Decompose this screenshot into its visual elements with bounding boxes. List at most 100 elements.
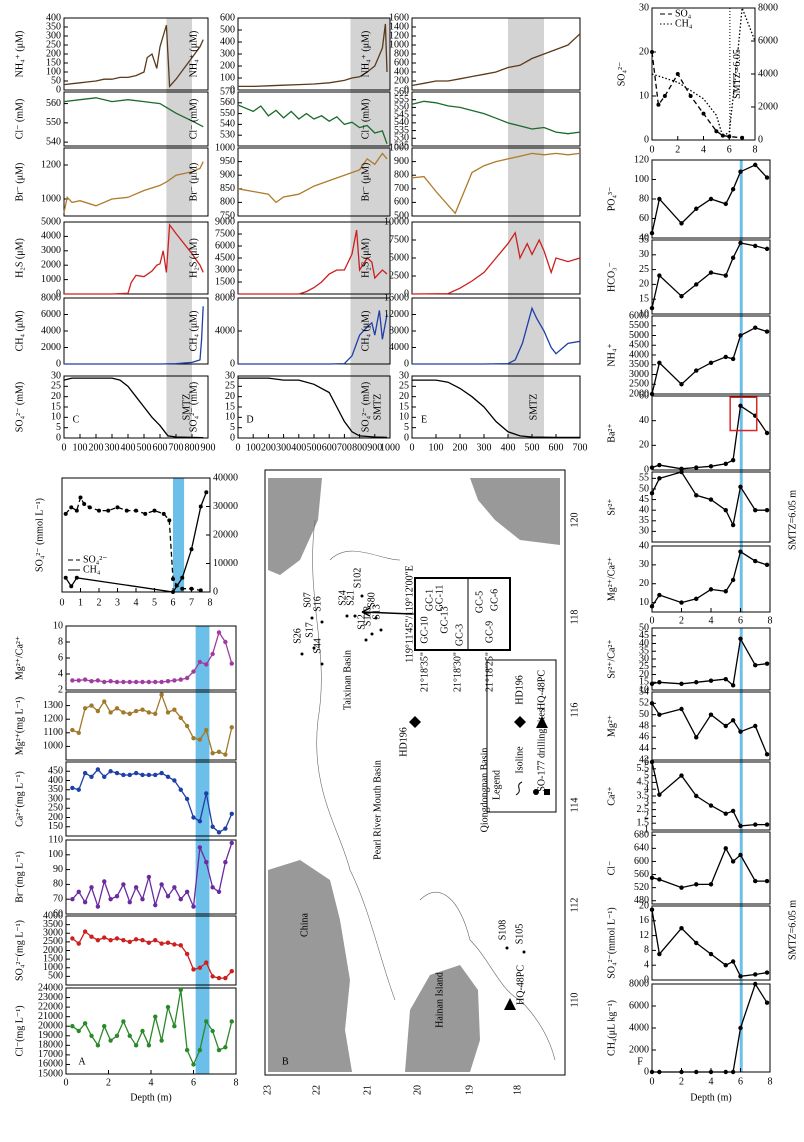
y-tick-label: 545: [394, 109, 409, 120]
y-tick-label: 7500: [389, 234, 409, 245]
data-point: [730, 859, 736, 864]
data-point: [197, 737, 203, 742]
data-point: [657, 476, 662, 481]
data-point: [723, 676, 728, 682]
y-tick-label: 5000: [41, 216, 61, 227]
y-tick-label: 10: [51, 412, 61, 423]
y-tick-label: 0: [644, 1066, 649, 1077]
data-point: [679, 466, 684, 471]
y-tick-label: 500: [48, 971, 63, 982]
data-line: [651, 550, 768, 607]
y-tick-label: 400: [220, 36, 235, 47]
data-point: [172, 885, 177, 890]
x-tick-label: 600: [322, 442, 337, 453]
data-point: [753, 972, 758, 977]
x-tick-label: 200: [261, 442, 276, 453]
site-label: S26: [292, 628, 303, 644]
data-point: [89, 885, 94, 890]
y-tick-label: 70: [53, 893, 63, 904]
x-tick-label: 700: [169, 442, 184, 453]
y-tick-label: 8: [644, 945, 649, 956]
data-point: [178, 943, 183, 948]
inset-site-label: GC-9: [484, 621, 495, 643]
data-point: [730, 255, 736, 260]
data-point: [675, 72, 680, 76]
data-point: [753, 723, 758, 729]
y-tick-label: 20: [639, 900, 649, 911]
data-point: [204, 1019, 209, 1024]
y-tick-label: 100: [634, 174, 649, 185]
y-tick-label: 700: [394, 183, 409, 194]
x-tick-label: 600: [549, 442, 564, 453]
y-tick-label: 6000: [215, 240, 235, 251]
data-point: [140, 679, 145, 685]
data-point: [723, 963, 728, 968]
site-label: S80: [366, 592, 377, 608]
data-point: [649, 875, 655, 881]
site-marker: [320, 620, 324, 624]
data-point: [229, 725, 234, 730]
data-point: [153, 772, 158, 778]
y-tick-label: 0: [230, 84, 235, 95]
data-point: [753, 243, 758, 249]
data-point: [140, 707, 145, 712]
inset-coord: 21°18'25": [484, 652, 495, 692]
site-marker: [300, 652, 304, 656]
data-point: [78, 495, 83, 500]
y-tick-label: 0: [404, 84, 409, 95]
x-tick-label: 4: [709, 615, 714, 626]
data-point: [730, 187, 736, 192]
y2-tick-label: 40000: [213, 472, 238, 483]
y-tick-label: 25: [51, 381, 61, 392]
data-point: [108, 897, 113, 902]
data-point: [694, 493, 699, 498]
y-tick-label: 1.5: [637, 817, 650, 828]
x-tick-label: 2: [679, 1076, 684, 1087]
y-axis-label: Mg²⁺/Ca²⁺: [14, 636, 25, 680]
panel-frame: [651, 239, 771, 315]
data-point: [701, 111, 706, 116]
panel-frame: [237, 91, 391, 147]
data-line: [651, 471, 767, 528]
data-point: [210, 751, 215, 756]
y-tick-label: 50: [639, 709, 649, 720]
y-axis-label: Ba²⁺: [606, 423, 617, 442]
data-point: [229, 1019, 234, 1024]
data-line: [64, 223, 204, 295]
smtz-band: [173, 478, 185, 592]
panel-frame: [651, 395, 771, 471]
data-point: [189, 586, 194, 591]
data-point: [108, 679, 113, 684]
y-tick-label: 1100: [43, 727, 63, 738]
y-tick-label: 200: [46, 48, 61, 59]
x-tick-label: 500: [307, 442, 322, 453]
inset-site-label: GC-13: [439, 606, 450, 633]
y-axis-label: CH₄ (μM): [14, 311, 25, 352]
y-axis-label: Cl⁻: [606, 861, 617, 876]
inset-coord: 21°18'30": [452, 652, 463, 692]
x-tick-label: 8: [234, 1077, 239, 1088]
data-point: [171, 576, 175, 581]
panel-frame: [411, 147, 581, 217]
data-point: [180, 575, 185, 580]
data-point: [197, 1047, 203, 1053]
y-tick-label: 300: [46, 30, 61, 41]
data-point: [63, 511, 68, 516]
y-tick-label: 350: [46, 21, 61, 32]
data-point: [197, 965, 203, 970]
data-point: [738, 1025, 743, 1031]
y-tick-label: 1000: [43, 741, 63, 752]
data-point: [165, 940, 171, 945]
data-point: [124, 508, 129, 513]
x-tick-label: 7: [189, 597, 194, 608]
y-tick-label: 550: [220, 108, 235, 119]
y-tick-label: 20: [639, 440, 649, 451]
data-point: [204, 662, 209, 667]
data-point: [87, 505, 92, 510]
y-tick-label: 3000: [629, 369, 649, 380]
y-tick-label: 5000: [389, 252, 409, 263]
y-tick-label: 4.5: [637, 777, 650, 788]
x-tick-label: 700: [337, 442, 352, 453]
x-tick-label: 400: [121, 442, 136, 453]
y-tick-label: 200: [394, 75, 409, 86]
